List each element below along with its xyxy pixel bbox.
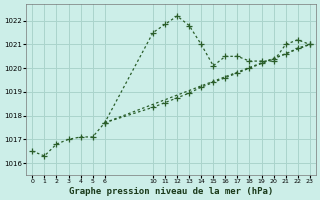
X-axis label: Graphe pression niveau de la mer (hPa): Graphe pression niveau de la mer (hPa) bbox=[69, 187, 273, 196]
